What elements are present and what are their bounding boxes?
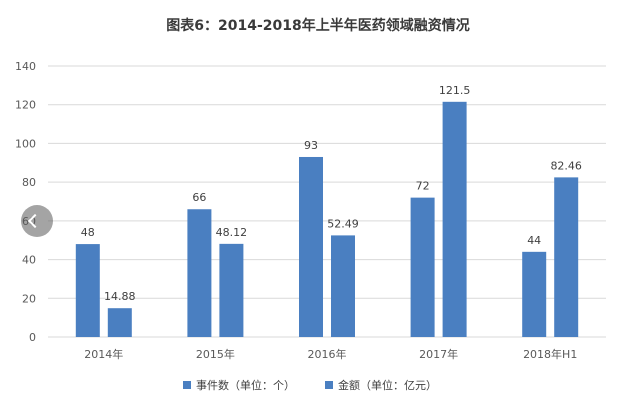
y-tick-label: 120 bbox=[15, 99, 36, 112]
bar-amount bbox=[442, 101, 467, 337]
bar-amount bbox=[331, 235, 355, 337]
bar-events bbox=[75, 244, 100, 337]
bar-events bbox=[299, 156, 323, 337]
data-label: 52.49 bbox=[327, 217, 359, 230]
x-tick-label: 2018年H1 bbox=[523, 347, 577, 361]
bar-events bbox=[410, 197, 435, 337]
data-label: 121.5 bbox=[439, 84, 471, 97]
data-label: 93 bbox=[304, 139, 318, 152]
legend-label-amount: 金额（单位：亿元） bbox=[338, 378, 437, 392]
chart-title: 图表6：2014-2018年上半年医药领域融资情况 bbox=[166, 17, 469, 34]
y-tick-label: 140 bbox=[15, 60, 36, 73]
x-tick-label: 2014年 bbox=[84, 347, 123, 361]
data-label: 82.46 bbox=[550, 159, 582, 172]
bar-events bbox=[522, 251, 547, 337]
bar-events bbox=[187, 209, 212, 337]
legend-label-events: 事件数（单位：个） bbox=[196, 378, 295, 392]
data-label: 48.12 bbox=[216, 226, 248, 239]
y-tick-label: 0 bbox=[29, 331, 36, 344]
legend-swatch-events bbox=[183, 381, 191, 389]
x-tick-label: 2017年 bbox=[419, 347, 458, 361]
data-label: 48 bbox=[81, 226, 95, 239]
legend-swatch-amount bbox=[325, 381, 333, 389]
y-tick-label: 20 bbox=[22, 292, 36, 305]
y-tick-label: 40 bbox=[22, 254, 36, 267]
bar-amount bbox=[107, 308, 132, 337]
bars: 48 14.88 66 48.12 93 52.49 72 121.5 44 82.46 bbox=[75, 84, 582, 337]
chevron-left-icon[interactable] bbox=[21, 205, 53, 237]
y-tick-label: 100 bbox=[15, 137, 36, 150]
gridlines bbox=[48, 65, 606, 338]
data-label: 72 bbox=[416, 180, 430, 193]
y-tick-label: 80 bbox=[22, 176, 36, 189]
data-label: 14.88 bbox=[104, 290, 136, 303]
bar-amount bbox=[554, 177, 579, 337]
data-label: 66 bbox=[192, 191, 206, 204]
bar-amount bbox=[219, 243, 244, 337]
x-tick-label: 2015年 bbox=[196, 347, 235, 361]
legend: 事件数（单位：个） 金额（单位：亿元） bbox=[183, 378, 437, 392]
data-label: 44 bbox=[527, 234, 541, 247]
y-axis: 020406080100120140 bbox=[15, 60, 36, 344]
x-tick-label: 2016年 bbox=[308, 347, 347, 361]
x-axis: 2014年 2015年 2016年 2017年 2018年H1 bbox=[84, 347, 577, 361]
